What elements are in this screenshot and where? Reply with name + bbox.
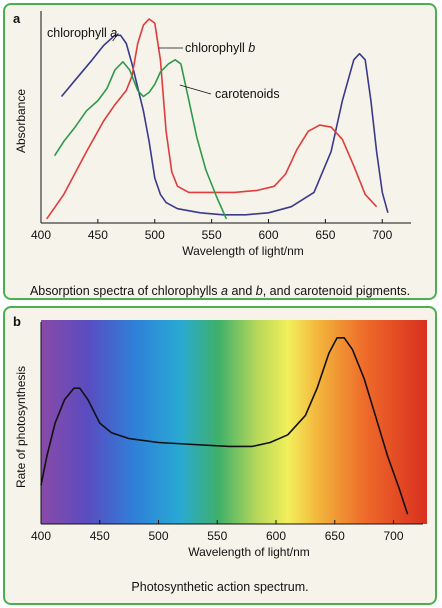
x-tick-label: 700 <box>383 529 403 543</box>
leader-carotenoids <box>179 84 212 95</box>
panel-label: b <box>13 314 21 329</box>
label-chlorophyll-a: chlorophyll a <box>47 26 117 40</box>
x-tick-label: 450 <box>90 529 110 543</box>
label-carotenoids: carotenoids <box>215 87 280 101</box>
leader-chlorophyll-a <box>112 33 119 42</box>
absorption-chart: 400 450 500 550 600 650 700 Wavelength of light… <box>13 11 411 258</box>
panel-a: 400 450 500 550 600 650 700 Wavelength of light… <box>3 3 437 300</box>
x-axis-label: Wavelength of light/nm <box>182 244 304 258</box>
x-tick-label: 650 <box>325 529 345 543</box>
y-axis-label: Absorbance <box>14 89 28 153</box>
series-line-chlorophyll-b <box>46 18 378 220</box>
y-axis-label: Rate of photosynthesis <box>14 366 28 488</box>
action-spectrum-chart: 400 450 500 550 600 650 700 Wavelength of light… <box>13 314 427 559</box>
x-tick-label: 600 <box>266 529 286 543</box>
x-tick-label: 450 <box>88 228 108 242</box>
x-tick-label: 500 <box>145 228 165 242</box>
label-chlorophyll-b: chlorophyll b <box>185 41 255 55</box>
series-line-rate <box>40 337 409 515</box>
x-axis-label: Wavelength of light/nm <box>188 545 310 559</box>
panel-label: a <box>13 11 21 26</box>
x-tick-label: 550 <box>202 228 222 242</box>
x-tick-label: 700 <box>372 228 392 242</box>
series-line-carotenoids <box>53 59 228 220</box>
caption-b: Photosynthetic action spectrum. <box>131 580 309 594</box>
x-tick-label: 400 <box>31 529 51 543</box>
x-tick-label: 500 <box>148 529 168 543</box>
x-tick-label: 650 <box>315 228 335 242</box>
caption-a: Absorption spectra of chlorophylls a and… <box>29 284 411 298</box>
x-tick-label: 550 <box>207 529 227 543</box>
x-tick-label: 600 <box>258 228 278 242</box>
x-tick-label: 400 <box>31 228 51 242</box>
panel-b: 400 450 500 550 600 650 700 Wavelength of light… <box>3 306 437 605</box>
spectrum-background <box>41 320 427 524</box>
series-line-chlorophyll-a <box>60 34 389 216</box>
